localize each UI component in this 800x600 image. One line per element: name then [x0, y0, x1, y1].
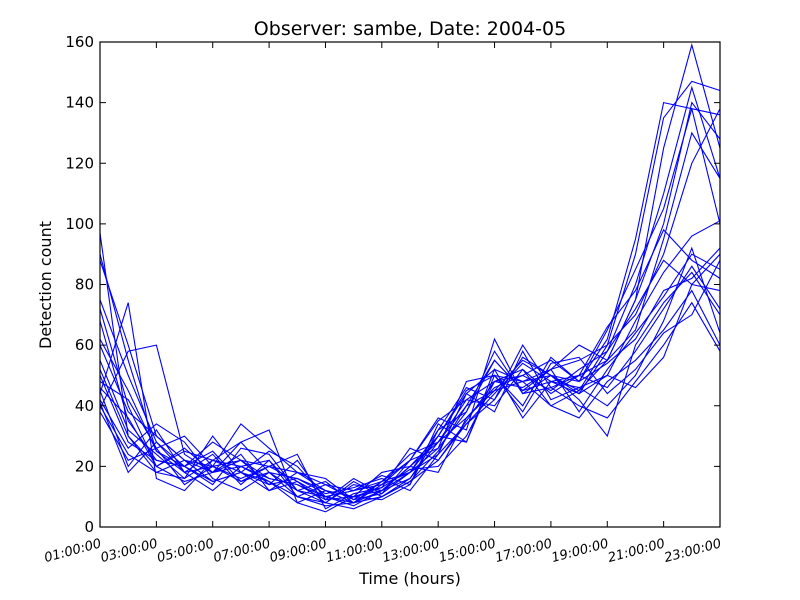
x-tick-label: 05:00:00 — [155, 536, 215, 566]
series-line-17 — [99, 271, 721, 504]
series-line-19 — [99, 301, 721, 504]
series-line-14 — [99, 247, 721, 504]
y-tick-label: 160 — [65, 33, 94, 51]
x-tick-label: 01:00:00 — [43, 536, 103, 566]
series-line-18 — [99, 260, 721, 501]
x-tick-label: 19:00:00 — [550, 536, 610, 566]
y-tick-label: 0 — [84, 518, 94, 536]
x-tick-label: 03:00:00 — [99, 536, 159, 566]
series-line-20 — [99, 283, 721, 492]
series-line-8 — [99, 101, 721, 504]
x-tick-label: 23:00:00 — [663, 536, 723, 566]
x-tick-label: 11:00:00 — [325, 536, 385, 566]
series-line-4 — [99, 108, 721, 513]
y-tick-label: 120 — [65, 154, 94, 172]
chart-title: Observer: sambe, Date: 2004-05 — [254, 18, 566, 40]
series-line-7 — [99, 80, 721, 501]
y-axis-label: Detection count — [36, 221, 55, 349]
x-axis-label: Time (hours) — [358, 569, 461, 588]
y-tick-label: 40 — [75, 397, 94, 415]
series-line-2 — [99, 108, 721, 507]
y-tick-label: 140 — [65, 94, 94, 112]
series-line-5 — [99, 131, 721, 498]
y-tick-label: 100 — [65, 215, 94, 233]
x-tick-label: 09:00:00 — [268, 536, 328, 566]
x-tick-label: 13:00:00 — [381, 536, 441, 566]
series-line-15 — [99, 289, 721, 507]
series-layer — [99, 42, 721, 513]
y-tick-label: 80 — [75, 276, 94, 294]
x-tick-label: 07:00:00 — [212, 536, 272, 566]
x-tick-label: 15:00:00 — [437, 536, 497, 566]
x-tick-label: 17:00:00 — [494, 536, 554, 566]
series-line-13 — [99, 265, 721, 501]
series-line-6 — [99, 42, 721, 504]
x-tick-label: 21:00:00 — [606, 536, 666, 566]
y-tick-label: 20 — [75, 457, 94, 475]
y-tick-label: 60 — [75, 336, 94, 354]
series-line-12 — [99, 253, 721, 510]
series-line-3 — [99, 85, 721, 504]
